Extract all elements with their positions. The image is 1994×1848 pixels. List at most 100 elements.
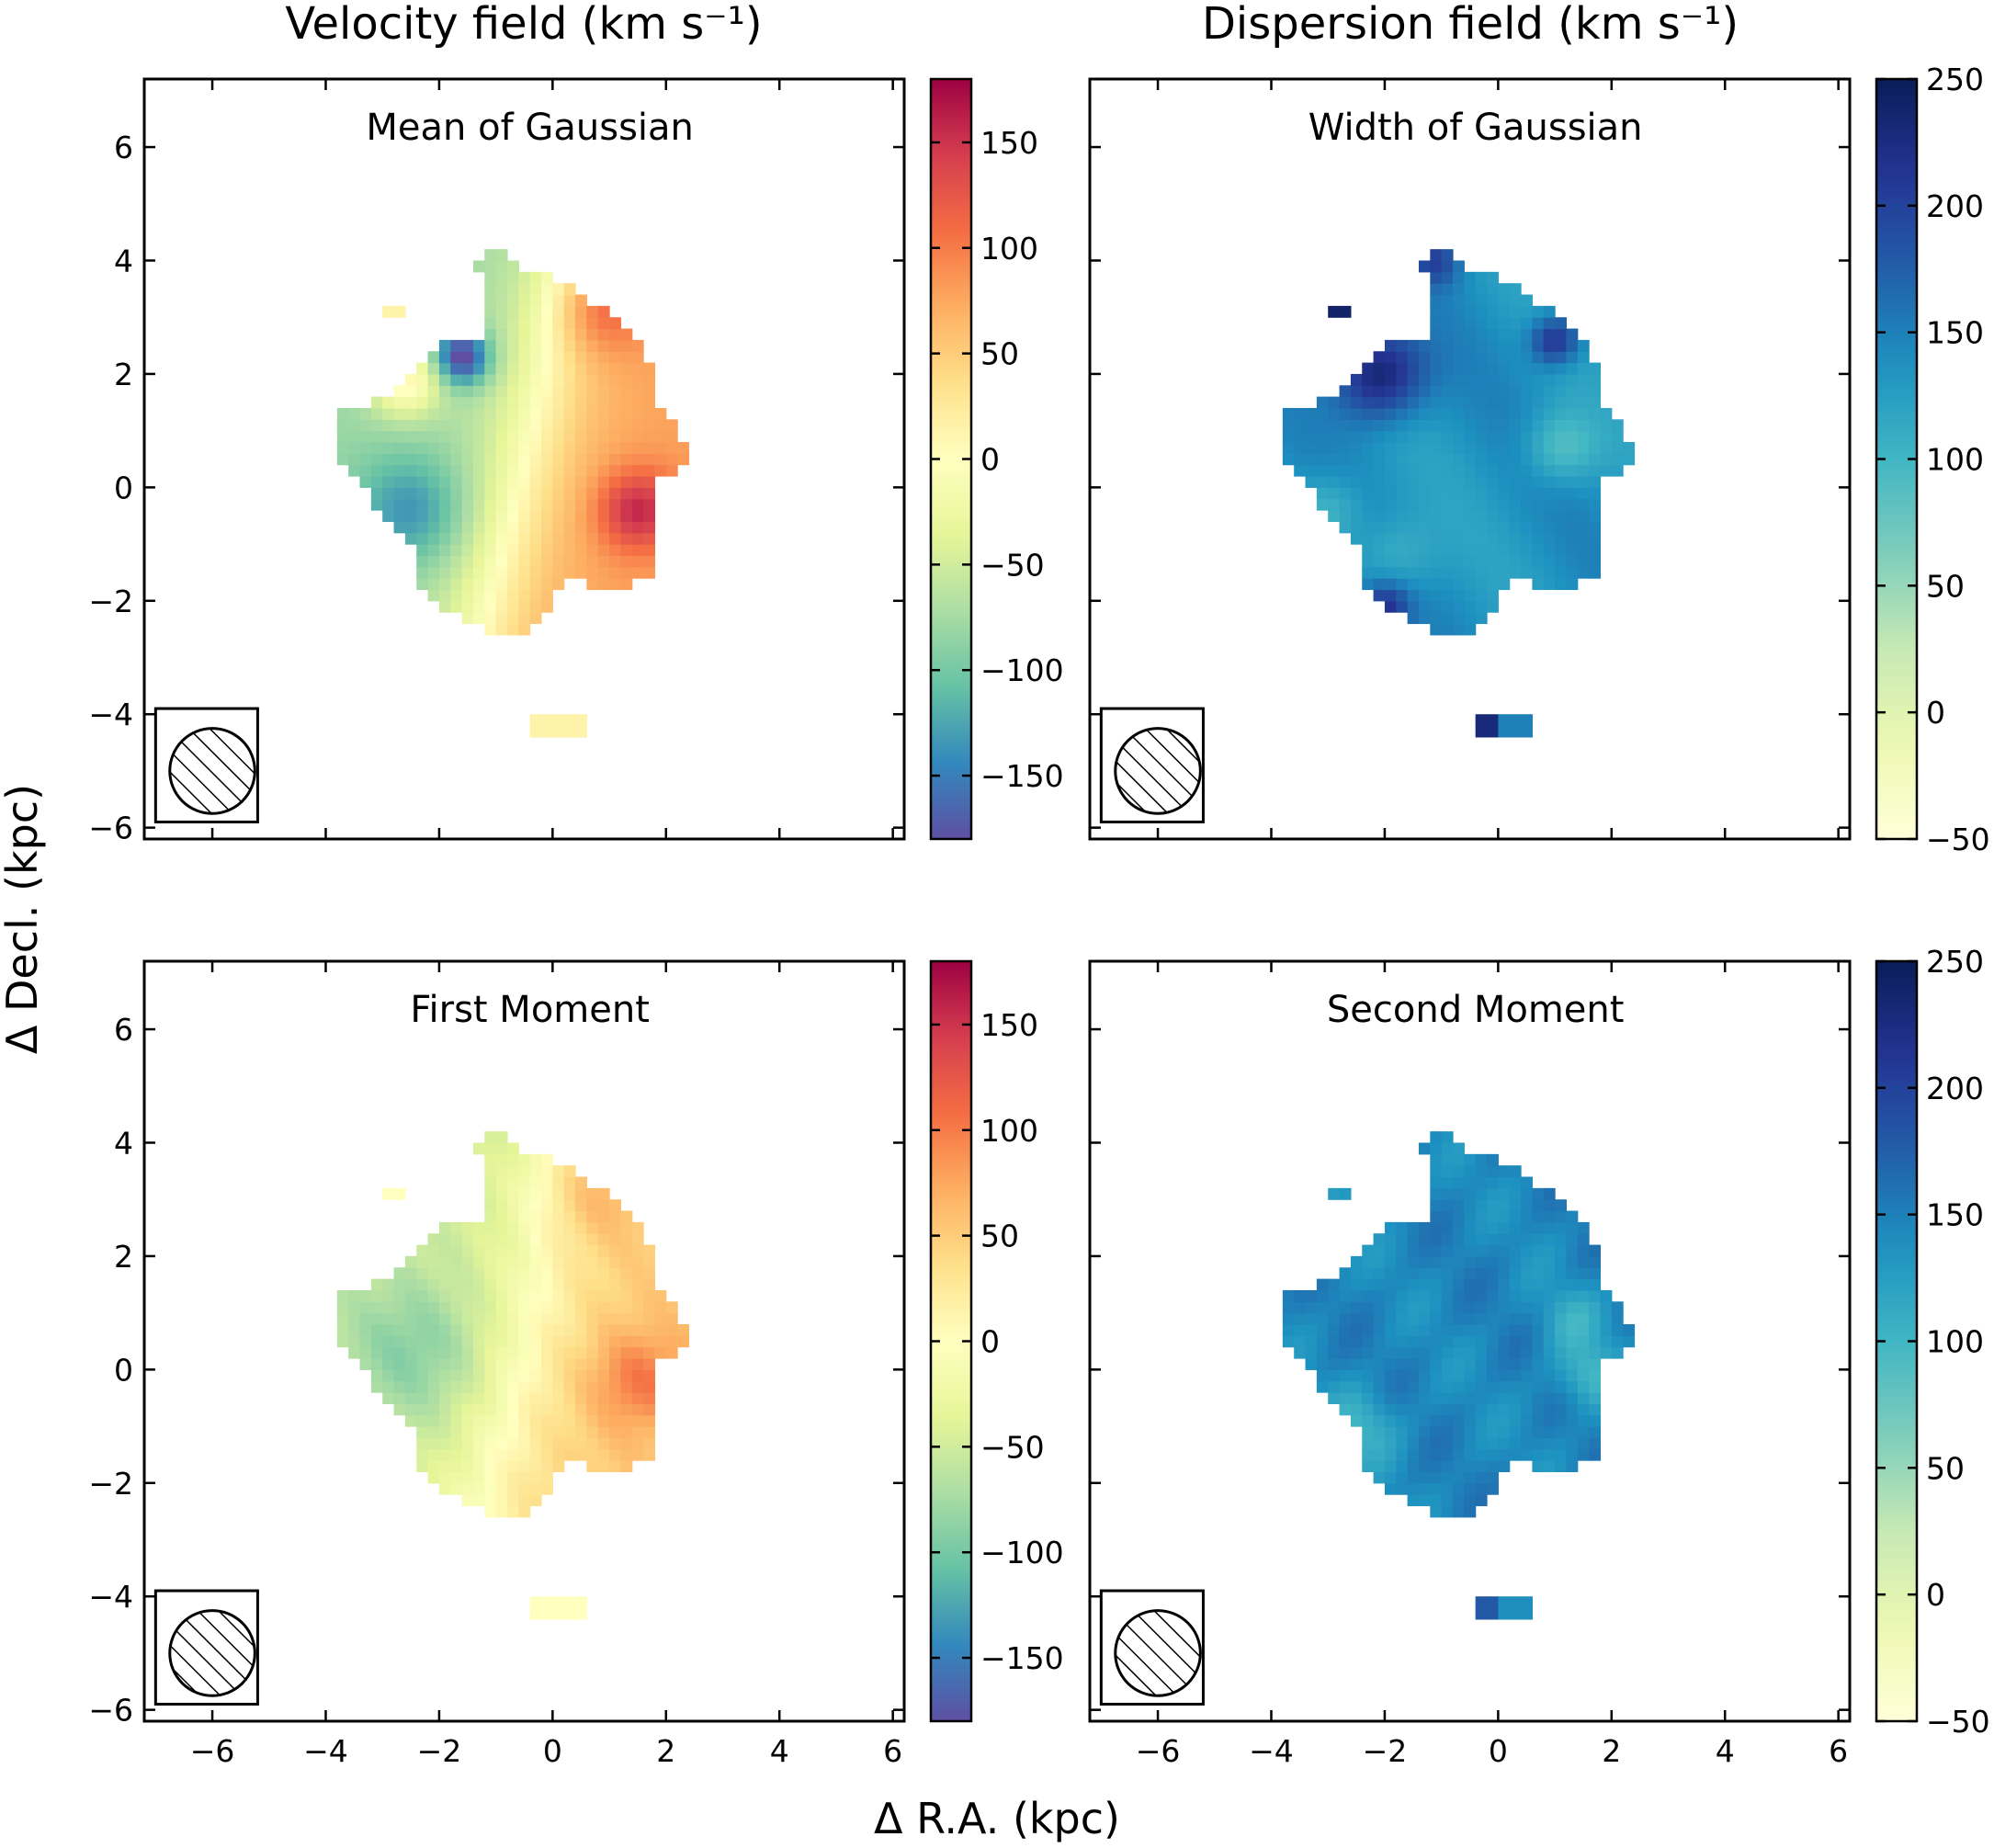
heatmap-pixel [1532, 1460, 1545, 1473]
heatmap-pixel [1487, 1426, 1499, 1439]
heatmap-pixel [1532, 1414, 1545, 1427]
heatmap-pixel [654, 1323, 667, 1336]
heatmap-pixel [1475, 1278, 1488, 1291]
heatmap-pixel [1396, 351, 1409, 364]
heatmap-pixel [563, 1448, 576, 1461]
heatmap-pixel [1543, 1221, 1556, 1234]
heatmap-pixel [552, 328, 565, 341]
heatmap-pixel [1339, 1323, 1352, 1336]
heatmap-pixel [677, 441, 690, 454]
heatmap-pixel [404, 385, 417, 398]
heatmap-pixel [1600, 407, 1613, 420]
heatmap-pixel [1339, 510, 1352, 522]
heatmap-pixel [541, 1403, 553, 1416]
heatmap-pixel [506, 441, 519, 454]
heatmap-pixel [518, 498, 531, 511]
heatmap-pixel [1339, 407, 1352, 420]
heatmap-pixel [529, 487, 542, 500]
heatmap-pixel [1373, 1278, 1386, 1291]
heatmap-pixel [586, 1255, 599, 1268]
heatmap-pixel [348, 1335, 361, 1348]
heatmap-pixel [1611, 430, 1624, 443]
second-moment-label: Second Moment [1327, 989, 1625, 1031]
heatmap-pixel [1555, 1278, 1568, 1291]
heatmap-pixel [552, 532, 565, 545]
heatmap-pixel [1407, 1301, 1420, 1314]
heatmap-pixel [1498, 510, 1511, 522]
heatmap-pixel [1589, 566, 1602, 579]
heatmap-pixel [1452, 339, 1465, 352]
heatmap-pixel [1543, 1255, 1556, 1268]
heatmap-pixel [1373, 476, 1386, 488]
heatmap-pixel [518, 385, 531, 398]
heatmap-pixel [1430, 1335, 1443, 1348]
heatmap-pixel [1487, 1165, 1499, 1178]
heatmap-pixel [1475, 1369, 1488, 1382]
heatmap-pixel [1396, 566, 1409, 579]
heatmap-pixel [1509, 521, 1522, 534]
heatmap-pixel [1362, 1335, 1375, 1348]
heatmap-pixel [586, 1335, 599, 1348]
heatmap-pixel [506, 1267, 519, 1280]
heatmap-pixel [1441, 1210, 1454, 1223]
heatmap-pixel [370, 453, 383, 466]
heatmap-pixel [1475, 532, 1488, 545]
heatmap-pixel [1611, 1312, 1624, 1325]
heatmap-pixel [643, 1244, 656, 1257]
heatmap-pixel [1441, 260, 1454, 273]
heatmap-pixel [1475, 1335, 1488, 1348]
heatmap-pixel [643, 1392, 656, 1404]
heatmap-pixel [1305, 464, 1318, 477]
heatmap-pixel [654, 407, 667, 420]
heatmap-pixel [393, 1335, 406, 1348]
heatmap-pixel [609, 1403, 622, 1416]
heatmap-pixel [575, 362, 587, 375]
heatmap-pixel [1498, 1460, 1511, 1473]
heatmap-pixel [1373, 1448, 1386, 1461]
heatmap-pixel [393, 1323, 406, 1336]
heatmap-pixel [552, 476, 565, 488]
heatmap-pixel [1532, 1289, 1545, 1302]
heatmap-pixel [1339, 521, 1352, 534]
heatmap-pixel [1464, 1471, 1477, 1484]
heatmap-pixel [472, 589, 485, 602]
heatmap-pixel [665, 1301, 678, 1314]
heatmap-pixel [427, 1392, 440, 1404]
heatmap-pixel [1521, 1335, 1533, 1348]
heatmap-pixel [1543, 407, 1556, 420]
heatmap-pixel [359, 1335, 372, 1348]
heatmap-pixel [1498, 1426, 1511, 1439]
heatmap-pixel [1543, 578, 1556, 591]
heatmap-pixel [506, 1346, 519, 1359]
first-moment-heatmap [336, 1131, 690, 1620]
heatmap-pixel [1339, 498, 1352, 511]
heatmap-pixel [518, 1494, 531, 1507]
heatmap-pixel [1543, 566, 1556, 579]
y-tick-label: −6 [88, 1693, 133, 1729]
heatmap-pixel [1464, 1312, 1477, 1325]
heatmap-pixel [438, 1346, 451, 1359]
heatmap-pixel [472, 1255, 485, 1268]
heatmap-pixel [404, 1335, 417, 1348]
heatmap-pixel [1373, 1244, 1386, 1257]
heatmap-pixel [438, 339, 451, 352]
heatmap-pixel [518, 305, 531, 318]
heatmap-pixel [1441, 521, 1454, 534]
heatmap-pixel [472, 464, 485, 477]
heatmap-pixel [1441, 271, 1454, 284]
heatmap-pixel [586, 351, 599, 364]
heatmap-pixel [1430, 1165, 1443, 1178]
heatmap-pixel [1509, 1414, 1522, 1427]
colorbar-tick-label: 100 [980, 1113, 1038, 1149]
heatmap-pixel [586, 487, 599, 500]
heatmap-pixel [518, 339, 531, 352]
heatmap-pixel [1373, 1312, 1386, 1325]
heatmap-pixel [1328, 464, 1341, 477]
heatmap-pixel [382, 464, 395, 477]
heatmap-pixel [484, 1392, 497, 1404]
heatmap-pixel [1509, 441, 1522, 454]
heatmap-pixel [450, 1312, 463, 1325]
heatmap-pixel [541, 294, 553, 307]
heatmap-pixel [450, 1471, 463, 1484]
heatmap-pixel [1521, 1289, 1533, 1302]
